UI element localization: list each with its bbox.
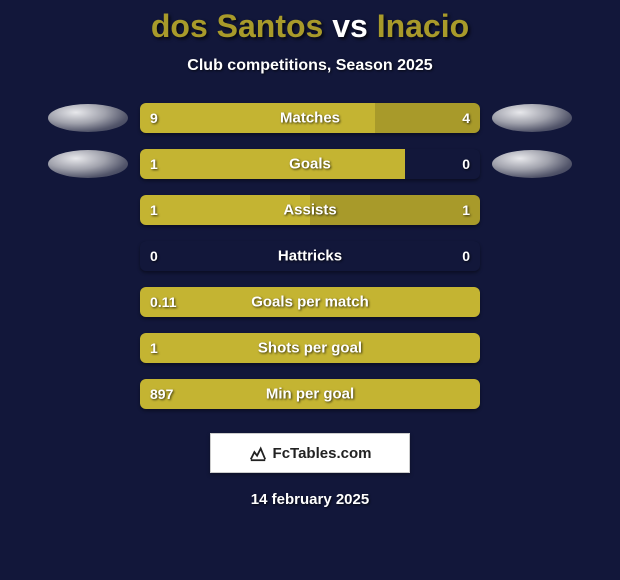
team-marker-left — [48, 104, 128, 132]
brand-badge[interactable]: FcTables.com — [210, 433, 410, 473]
stat-label: Goals — [289, 156, 331, 173]
stat-row: Matches 9 4 — [48, 103, 572, 133]
stat-value-left: 1 — [150, 340, 158, 356]
stat-value-right: 0 — [462, 248, 470, 264]
stat-row: Goals per match 0.11 — [48, 287, 572, 317]
stat-value-left: 0 — [150, 248, 158, 264]
stat-row: Min per goal 897 — [48, 379, 572, 409]
stat-value-left: 0.11 — [150, 294, 176, 310]
stat-value-right: 4 — [462, 110, 470, 126]
stat-bar: Hattricks 0 0 — [140, 241, 480, 271]
stat-label: Min per goal — [266, 386, 354, 403]
stat-bar: Matches 9 4 — [140, 103, 480, 133]
stat-label: Hattricks — [278, 248, 342, 265]
stat-label: Matches — [280, 110, 340, 127]
stat-row: Hattricks 0 0 — [48, 241, 572, 271]
stat-label: Goals per match — [251, 294, 369, 311]
stat-row: Goals 1 0 — [48, 149, 572, 179]
stat-value-left: 1 — [150, 156, 158, 172]
stat-label: Shots per goal — [258, 340, 362, 357]
stat-value-left: 9 — [150, 110, 158, 126]
stat-bar: Min per goal 897 — [140, 379, 480, 409]
stat-value-right: 0 — [462, 156, 470, 172]
team-marker-right — [492, 150, 572, 178]
stat-value-right: 1 — [462, 202, 470, 218]
stat-bar: Goals 1 0 — [140, 149, 480, 179]
brand-text: FcTables.com — [273, 445, 372, 462]
team-marker-right — [492, 104, 572, 132]
stat-value-left: 897 — [150, 386, 173, 402]
vs-label: vs — [332, 8, 368, 44]
player2-name: Inacio — [377, 8, 469, 44]
team-marker-left — [48, 150, 128, 178]
subtitle: Club competitions, Season 2025 — [0, 57, 620, 75]
stat-value-left: 1 — [150, 202, 158, 218]
page-title: dos Santos vs Inacio — [0, 8, 620, 45]
stat-bar: Goals per match 0.11 — [140, 287, 480, 317]
stats-rows: Matches94Goals10Assists11Hattricks00Goal… — [0, 103, 620, 409]
stat-label: Assists — [283, 202, 336, 219]
comparison-card: dos Santos vs Inacio Club competitions, … — [0, 0, 620, 580]
date-label: 14 february 2025 — [0, 491, 620, 508]
stat-bar: Shots per goal 1 — [140, 333, 480, 363]
player1-name: dos Santos — [151, 8, 323, 44]
stat-row: Shots per goal 1 — [48, 333, 572, 363]
stat-row: Assists 1 1 — [48, 195, 572, 225]
stat-bar: Assists 1 1 — [140, 195, 480, 225]
brand-icon — [249, 444, 267, 462]
